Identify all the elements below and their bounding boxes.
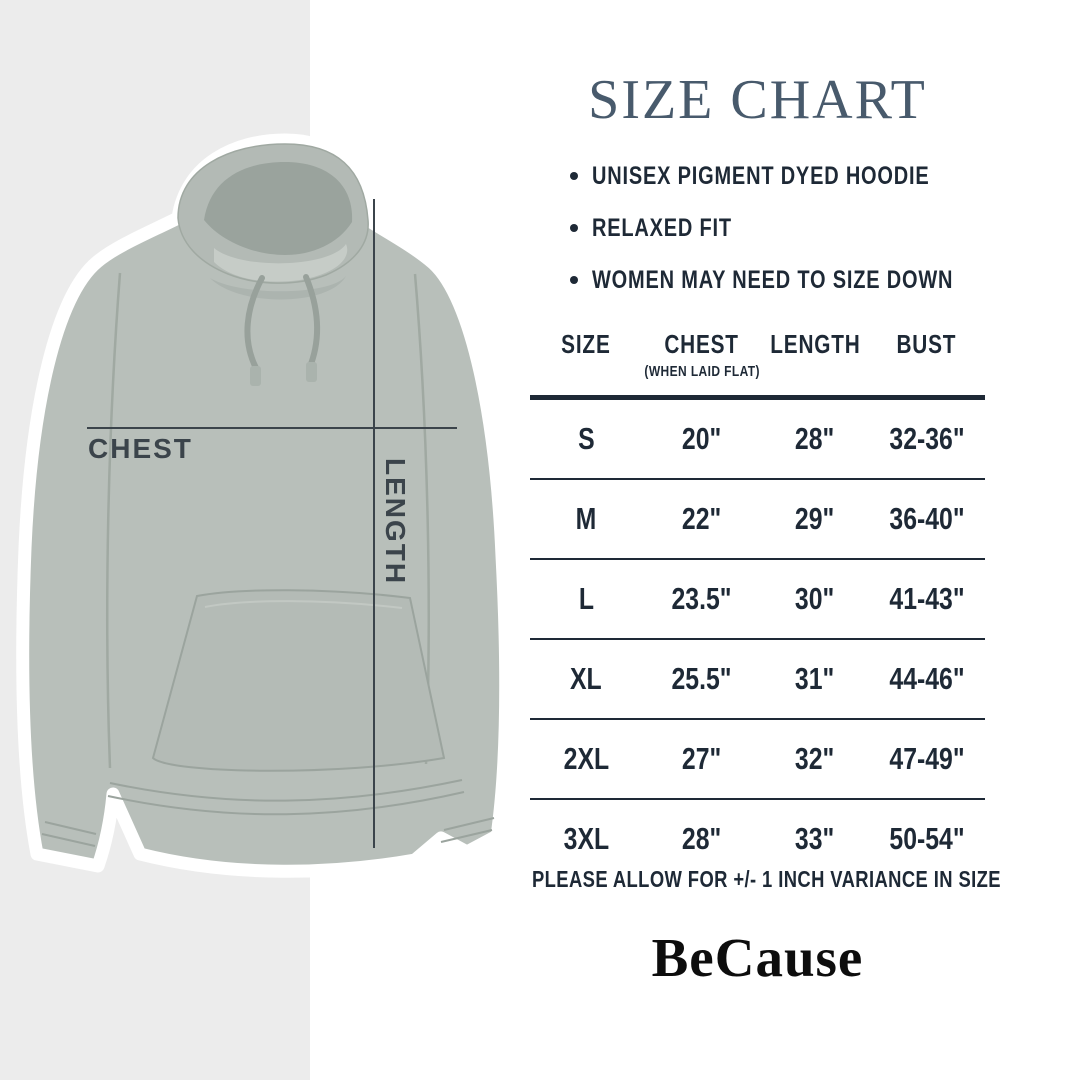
cell-bust: 36-40" bbox=[888, 501, 965, 536]
cell-chest: 25.5" bbox=[671, 661, 733, 696]
hoodie-photo bbox=[16, 133, 513, 878]
length-measure-label: LENGTH bbox=[380, 458, 411, 586]
cell-chest: 20" bbox=[682, 421, 722, 456]
column-header-size: SIZE bbox=[561, 329, 611, 359]
bullet-icon bbox=[570, 276, 578, 284]
cell-size: 3XL bbox=[563, 821, 609, 856]
cell-bust: 47-49" bbox=[888, 741, 965, 776]
cell-length: 31" bbox=[795, 661, 835, 696]
column-header-chest: CHEST (WHEN LAID FLAT) bbox=[644, 329, 760, 380]
cell-chest: 22" bbox=[682, 501, 722, 536]
chest-measure-label: CHEST bbox=[88, 433, 193, 464]
chest-subnote: (WHEN LAID FLAT) bbox=[644, 363, 760, 380]
cell-size: S bbox=[577, 421, 595, 456]
brand-logo: BeCause bbox=[651, 927, 864, 988]
length-measure-line bbox=[373, 199, 375, 848]
page-title: SIZE CHART bbox=[588, 69, 927, 131]
table-row: L 23.5" 30" 41-43" bbox=[530, 560, 985, 640]
cell-length: 28" bbox=[795, 421, 835, 456]
cell-bust: 44-46" bbox=[888, 661, 965, 696]
feature-text: UNISEX PIGMENT DYED HOODIE bbox=[592, 161, 930, 190]
table-row: S 20" 28" 32-36" bbox=[530, 400, 985, 480]
cell-length: 30" bbox=[795, 581, 835, 616]
cell-length: 32" bbox=[795, 741, 835, 776]
cell-chest: 23.5" bbox=[671, 581, 733, 616]
cell-size: L bbox=[578, 581, 594, 616]
bullet-icon bbox=[570, 224, 578, 232]
cell-bust: 32-36" bbox=[888, 421, 965, 456]
cell-bust: 50-54" bbox=[888, 821, 965, 856]
cell-chest: 28" bbox=[682, 821, 722, 856]
cell-length: 33" bbox=[795, 821, 835, 856]
cell-length: 29" bbox=[795, 501, 835, 536]
list-item: WOMEN MAY NEED TO SIZE DOWN bbox=[570, 254, 1044, 306]
table-row: M 22" 29" 36-40" bbox=[530, 480, 985, 560]
variance-note: PLEASE ALLOW FOR +/- 1 INCH VARIANCE IN … bbox=[532, 866, 1001, 892]
list-item: UNISEX PIGMENT DYED HOODIE bbox=[570, 150, 1044, 202]
feature-list: UNISEX PIGMENT DYED HOODIE RELAXED FIT W… bbox=[570, 150, 1044, 306]
cell-bust: 41-43" bbox=[888, 581, 965, 616]
table-row: 3XL 28" 33" 50-54" bbox=[530, 800, 985, 878]
size-table: SIZE CHEST (WHEN LAID FLAT) LENGTH BUST … bbox=[530, 323, 985, 878]
feature-text: WOMEN MAY NEED TO SIZE DOWN bbox=[592, 265, 954, 294]
table-row: 2XL 27" 32" 47-49" bbox=[530, 720, 985, 800]
cell-chest: 27" bbox=[682, 741, 722, 776]
cell-size: XL bbox=[570, 661, 602, 696]
chest-measure-line bbox=[87, 427, 457, 429]
feature-text: RELAXED FIT bbox=[592, 213, 732, 242]
cell-size: 2XL bbox=[563, 741, 609, 776]
column-header-length: LENGTH bbox=[769, 329, 861, 359]
table-header-row: SIZE CHEST (WHEN LAID FLAT) LENGTH BUST bbox=[530, 323, 985, 400]
table-row: XL 25.5" 31" 44-46" bbox=[530, 640, 985, 720]
list-item: RELAXED FIT bbox=[570, 202, 1044, 254]
column-header-bust: BUST bbox=[896, 329, 957, 359]
size-chart-panel: SIZE CHART UNISEX PIGMENT DYED HOODIE RE… bbox=[530, 0, 1001, 1080]
cell-size: M bbox=[575, 501, 597, 536]
bullet-icon bbox=[570, 172, 578, 180]
